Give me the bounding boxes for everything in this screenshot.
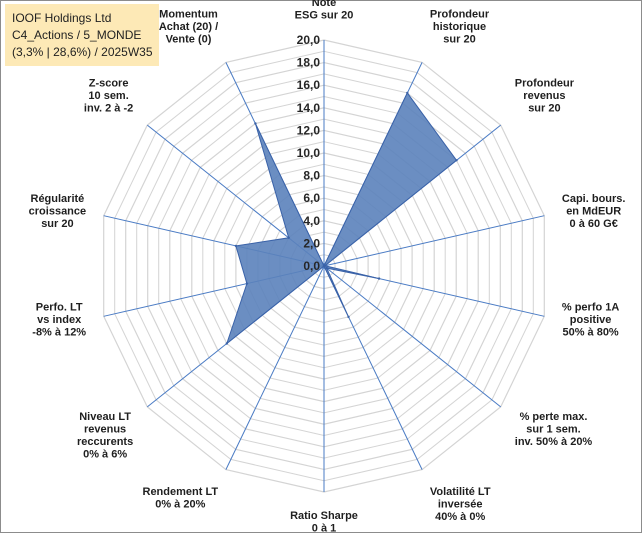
- title-box: IOOF Holdings Ltd C4_Actions / 5_MONDE (…: [5, 4, 159, 66]
- axis-label-line: revenus: [84, 424, 126, 436]
- data-point: [287, 236, 290, 239]
- axis-label-line: revenus: [523, 90, 565, 102]
- axis-label-line: 0% à 6%: [83, 449, 127, 461]
- axis-label-line: sur 1 sem.: [526, 424, 580, 436]
- axis-label-line: 0 à 1: [312, 523, 336, 533]
- tick-label: 12,0: [297, 123, 321, 137]
- axis-label-line: croissance: [29, 206, 86, 218]
- axis-label-line: % perfo 1A: [562, 302, 620, 314]
- tick-label: 2,0: [303, 236, 320, 250]
- title-line-company: IOOF Holdings Ltd: [12, 11, 112, 25]
- axis-label-line: Note: [312, 0, 336, 9]
- data-point: [234, 244, 238, 248]
- axis-label-line: Niveau LT: [79, 411, 131, 423]
- axis-label-line: Capi. bours.: [562, 193, 626, 205]
- axis-label-line: Vente (0): [166, 34, 212, 46]
- axis-label-line: Régularité: [31, 193, 85, 205]
- axis-label: % perte max.sur 1 sem.inv. 50% à 20%: [515, 411, 593, 448]
- tick-label: 10,0: [297, 146, 321, 160]
- data-point: [245, 282, 249, 285]
- data-point: [322, 264, 326, 268]
- tick-label: 8,0: [303, 169, 320, 183]
- axis-label-line: inv. 50% à 20%: [515, 436, 593, 448]
- axis-spoke: [323, 215, 545, 267]
- axis-label-line: 50% à 80%: [562, 327, 618, 339]
- axis-label-line: Momentum: [159, 9, 218, 21]
- axis-label-line: Profondeur: [515, 77, 575, 89]
- axis-label-line: Z-score: [89, 77, 129, 89]
- axis-label-line: Rendement LT: [143, 486, 219, 498]
- axis-spoke: [323, 265, 502, 408]
- tick-label: 14,0: [297, 101, 321, 115]
- series-area: [225, 91, 458, 345]
- axis-label-line: sur 20: [528, 102, 560, 114]
- tick-label: 16,0: [297, 78, 321, 92]
- tick-label: 20,0: [297, 33, 321, 47]
- radar-tick-labels: 0,0 2,0 4,0 6,0 8,0 10,0 12,0 14,0 16,0 18,0 20,0: [297, 33, 321, 273]
- axis-label-line: 40% à 0%: [435, 511, 485, 523]
- title-line-category: C4_Actions / 5_MONDE: [12, 28, 142, 42]
- axis-label-line: inversée: [438, 498, 483, 510]
- axis-label-line: % perte max.: [520, 411, 588, 423]
- radar-series: [225, 91, 458, 345]
- axis-label-line: Profondeur: [430, 9, 490, 21]
- data-point: [254, 122, 257, 125]
- axis-label-line: -8% à 12%: [32, 327, 86, 339]
- axis-label-line: 0% à 20%: [155, 498, 205, 510]
- axis-label-line: positive: [570, 314, 612, 326]
- axis-label: Rendement LT0% à 20%: [143, 486, 219, 511]
- data-point: [325, 266, 328, 270]
- tick-label: 6,0: [303, 191, 320, 205]
- axis-label-line: sur 20: [443, 34, 475, 46]
- data-point: [406, 91, 409, 95]
- axis-label-line: en MdEUR: [566, 206, 621, 218]
- tick-label: 0,0: [303, 259, 320, 273]
- data-point: [347, 315, 350, 319]
- axis-label-line: Achat (20) /: [159, 21, 218, 33]
- axis-label-line: vs index: [37, 314, 82, 326]
- data-point: [377, 277, 381, 280]
- axis-label-line: Perfo. LT: [36, 302, 83, 314]
- axis-label-line: Ratio Sharpe: [290, 510, 358, 522]
- axis-spoke: [225, 265, 325, 470]
- data-point: [225, 342, 228, 345]
- tick-label: 4,0: [303, 214, 320, 228]
- title-line-stats: (3,3% | 28,6%) / 2025W35: [12, 45, 153, 59]
- axis-label-line: ESG sur 20: [295, 10, 354, 22]
- axis-label-line: historique: [433, 21, 486, 33]
- axis-label-line: inv. 2 à -2: [84, 102, 133, 114]
- axis-label-line: sur 20: [41, 218, 73, 230]
- axis-label-line: reccurents: [77, 436, 133, 448]
- axis-label-line: Volatilité LT: [430, 486, 491, 498]
- axis-label-line: 10 sem.: [88, 90, 128, 102]
- data-point: [455, 159, 458, 162]
- tick-label: 18,0: [297, 56, 321, 70]
- axis-label-line: 0 à 60 G€: [570, 218, 618, 230]
